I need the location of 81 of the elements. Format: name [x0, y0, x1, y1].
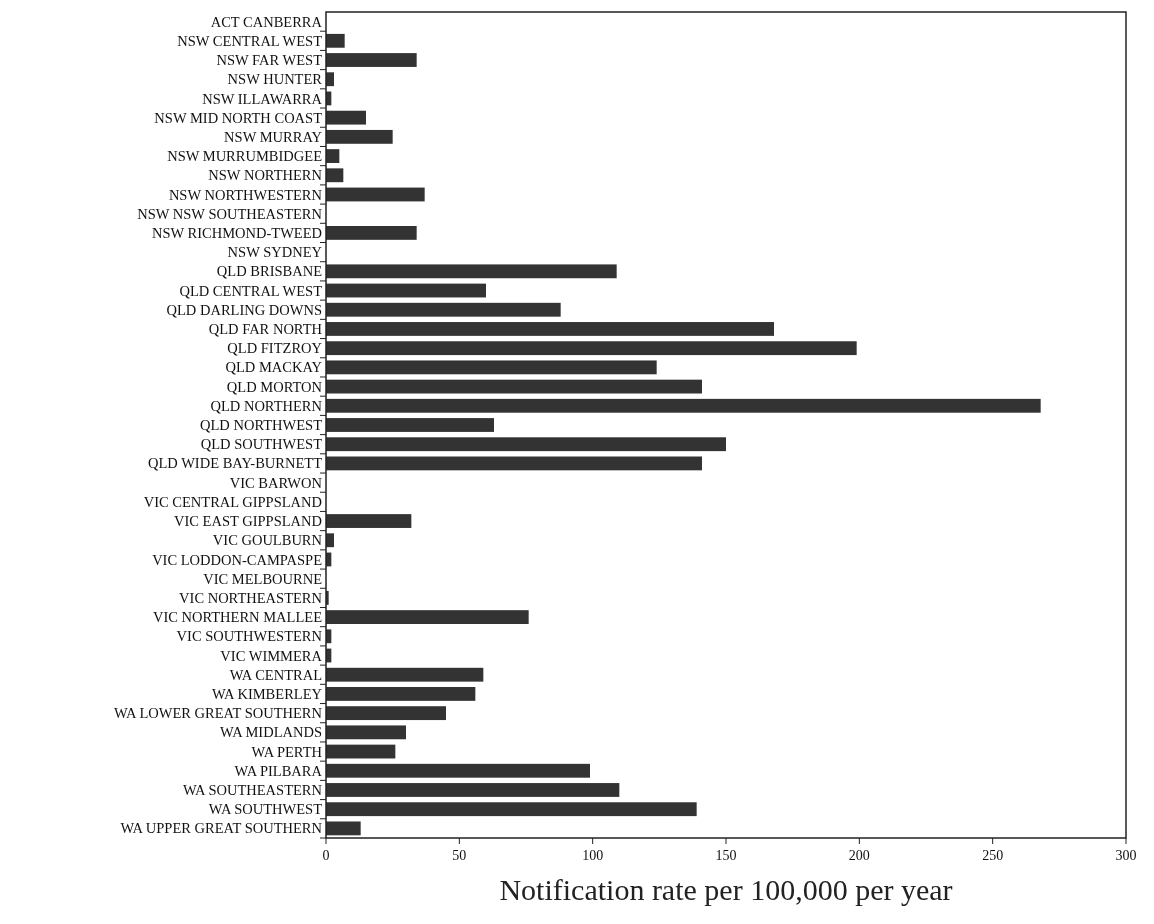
bar	[326, 110, 366, 125]
bar	[326, 129, 393, 144]
y-tick-label: VIC MELBOURNE	[203, 570, 323, 587]
y-tick-label: VIC LODDON-CAMPASPE	[152, 551, 323, 568]
bar	[326, 322, 774, 336]
y-tick-label: NSW FAR WEST	[216, 52, 323, 69]
bar	[326, 302, 561, 317]
y-tick-label: WA UPPER GREAT SOUTHERN	[120, 820, 323, 837]
bar	[326, 168, 344, 183]
x-tick-label: 200	[848, 848, 870, 863]
bar	[326, 706, 446, 721]
y-tick-label: VIC NORTHEASTERN	[179, 589, 323, 606]
bar	[326, 187, 425, 202]
y-tick-label: WA PERTH	[251, 743, 323, 760]
y-tick-label: WA MIDLANDS	[220, 724, 322, 741]
y-tick-label: QLD NORTHWEST	[200, 417, 323, 434]
y-tick-label: WA SOUTHWEST	[208, 801, 323, 818]
bar	[326, 763, 590, 778]
y-tick-label: QLD MACKAY	[225, 359, 323, 376]
y-tick-label: NSW MURRUMBIDGEE	[167, 148, 323, 165]
bar	[326, 149, 340, 163]
x-tick-label: 100	[582, 848, 604, 863]
bar	[326, 437, 726, 452]
y-tick-label: VIC BARWON	[229, 474, 323, 491]
x-tick-label: 250	[982, 848, 1004, 863]
y-tick-label: NSW CENTRAL WEST	[177, 32, 323, 49]
y-tick-label: WA KIMBERLEY	[212, 686, 323, 703]
y-tick-label: NSW NORTHERN	[208, 167, 323, 184]
bar	[326, 687, 476, 701]
y-tick-label: NSW HUNTER	[227, 71, 323, 88]
y-tick-label: QLD DARLING DOWNS	[166, 301, 322, 318]
bar	[326, 610, 529, 625]
y-tick-label: WA PILBARA	[234, 762, 323, 779]
bar	[326, 725, 406, 740]
x-tick-label: 150	[715, 848, 737, 863]
y-tick-label: VIC GOULBURN	[212, 532, 323, 549]
y-tick-label: QLD CENTRAL WEST	[179, 282, 323, 299]
y-tick-label: NSW ILLAWARRA	[202, 90, 323, 107]
y-tick-label: QLD BRISBANE	[216, 263, 323, 280]
y-tick-label: VIC NORTHERN MALLEE	[152, 609, 323, 626]
bar	[326, 33, 345, 48]
x-tick-label: 50	[452, 848, 467, 863]
y-tick-label: NSW NSW SOUTHEASTERN	[137, 205, 323, 222]
bar	[326, 379, 702, 394]
bar	[326, 802, 697, 817]
bar	[326, 264, 617, 279]
y-tick-label: VIC CENTRAL GIPPSLAND	[143, 493, 322, 510]
bar	[326, 744, 396, 759]
bar	[326, 514, 412, 528]
bar	[326, 418, 494, 432]
bar	[326, 360, 657, 375]
y-tick-label: ACT CANBERRA	[210, 13, 323, 30]
y-tick-label: NSW MURRAY	[224, 128, 323, 145]
y-tick-label: NSW NORTHWESTERN	[168, 186, 323, 203]
y-tick-label: QLD FAR NORTH	[208, 321, 323, 338]
bar	[326, 225, 417, 240]
x-tick-label: 300	[1115, 848, 1137, 863]
y-tick-label: WA LOWER GREAT SOUTHERN	[114, 705, 323, 722]
bar	[326, 783, 620, 797]
y-tick-label: QLD MORTON	[226, 378, 323, 395]
y-tick-label: NSW SYDNEY	[227, 244, 323, 261]
y-tick-label: QLD SOUTHWEST	[200, 436, 323, 453]
x-axis-title: Notification rate per 100,000 per year	[499, 873, 953, 906]
x-tick-label: 0	[322, 848, 330, 863]
bar	[326, 283, 486, 298]
y-tick-label: QLD FITZROY	[227, 340, 323, 357]
y-tick-label: NSW RICHMOND-TWEED	[151, 224, 322, 241]
bar	[326, 53, 417, 67]
bar	[326, 456, 702, 471]
y-tick-label: WA CENTRAL	[229, 666, 322, 683]
y-tick-label: QLD NORTHERN	[210, 397, 323, 414]
bar	[326, 341, 857, 356]
bar	[326, 667, 484, 682]
y-tick-label: QLD WIDE BAY-BURNETT	[148, 455, 323, 472]
y-tick-label: VIC SOUTHWESTERN	[176, 628, 323, 645]
bar	[326, 821, 361, 836]
bar	[326, 398, 1041, 413]
y-tick-label: NSW MID NORTH COAST	[154, 109, 323, 126]
y-tick-label: VIC EAST GIPPSLAND	[174, 513, 322, 530]
y-tick-label: WA SOUTHEASTERN	[183, 782, 323, 799]
y-tick-label: VIC WIMMERA	[220, 647, 323, 664]
